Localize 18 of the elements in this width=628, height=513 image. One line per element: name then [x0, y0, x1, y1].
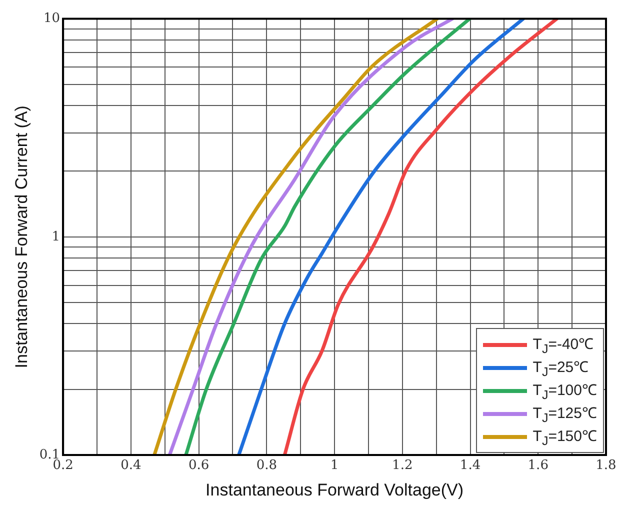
- x-tick-label: 1.8: [596, 458, 616, 474]
- y-axis-title: Instantaneous Forward Current (A): [12, 106, 31, 368]
- x-tick-label: 1.6: [528, 458, 548, 474]
- y-tick-label: 10: [44, 11, 60, 26]
- x-tick-label: 0.6: [188, 458, 210, 474]
- x-tick-label: 1.4: [460, 458, 481, 474]
- line-series: [237, 18, 525, 455]
- legend-label: T$_{J}$=-40℃: [532, 335, 594, 356]
- legend-label: T$_{J}$=100℃: [532, 381, 597, 402]
- legend-label: T$_{J}$=25℃: [532, 358, 589, 379]
- y-tick-label: 1: [52, 229, 60, 244]
- x-tick-label: 0.8: [256, 458, 278, 474]
- x-tick-label: 1.2: [392, 458, 413, 474]
- x-tick-label: 0.4: [120, 458, 142, 474]
- x-tick-label: 1: [330, 458, 339, 474]
- x-axis-title: Instantaneous Forward Voltage(V): [206, 480, 464, 500]
- legend-label: T$_{J}$=125℃: [532, 404, 597, 425]
- legend-label: T$_{J}$=150℃: [532, 427, 597, 448]
